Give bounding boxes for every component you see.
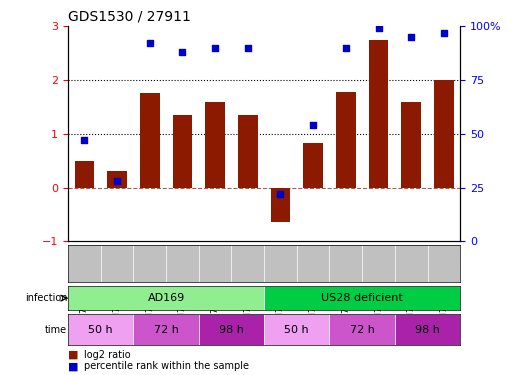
Text: AD169: AD169: [147, 293, 185, 303]
Text: percentile rank within the sample: percentile rank within the sample: [84, 362, 248, 371]
Point: [374, 26, 383, 32]
Bar: [238, 115, 257, 188]
Point: [244, 45, 252, 51]
FancyBboxPatch shape: [395, 314, 460, 345]
Text: ■: ■: [68, 350, 78, 360]
Text: ■: ■: [68, 362, 78, 371]
Point: [276, 191, 285, 197]
FancyBboxPatch shape: [199, 314, 264, 345]
Text: 98 h: 98 h: [219, 325, 244, 334]
Text: 50 h: 50 h: [285, 325, 309, 334]
Point: [211, 45, 219, 51]
Bar: [434, 80, 453, 188]
FancyBboxPatch shape: [68, 314, 133, 345]
Point: [342, 45, 350, 51]
Bar: [303, 144, 323, 188]
Text: GDS1530 / 27911: GDS1530 / 27911: [68, 10, 191, 24]
Text: 98 h: 98 h: [415, 325, 440, 334]
Bar: [336, 92, 356, 188]
Point: [309, 122, 317, 128]
FancyBboxPatch shape: [264, 286, 460, 310]
Text: US28 deficient: US28 deficient: [321, 293, 403, 303]
FancyBboxPatch shape: [68, 286, 264, 310]
FancyBboxPatch shape: [329, 314, 395, 345]
Bar: [173, 115, 192, 188]
Text: infection: infection: [25, 293, 67, 303]
Bar: [107, 171, 127, 188]
Bar: [206, 102, 225, 188]
Bar: [402, 102, 421, 188]
Text: time: time: [45, 325, 67, 334]
Text: 72 h: 72 h: [350, 325, 374, 334]
FancyBboxPatch shape: [133, 314, 199, 345]
Text: log2 ratio: log2 ratio: [84, 350, 130, 360]
Bar: [74, 160, 94, 188]
Point: [440, 30, 448, 36]
Bar: [140, 93, 160, 188]
Point: [80, 137, 88, 143]
Bar: [271, 188, 290, 222]
Bar: [369, 40, 388, 188]
Point: [113, 178, 121, 184]
FancyBboxPatch shape: [264, 314, 329, 345]
Text: 50 h: 50 h: [88, 325, 113, 334]
Point: [178, 49, 187, 55]
Point: [407, 34, 415, 40]
Text: 72 h: 72 h: [154, 325, 178, 334]
Point: [145, 40, 154, 46]
